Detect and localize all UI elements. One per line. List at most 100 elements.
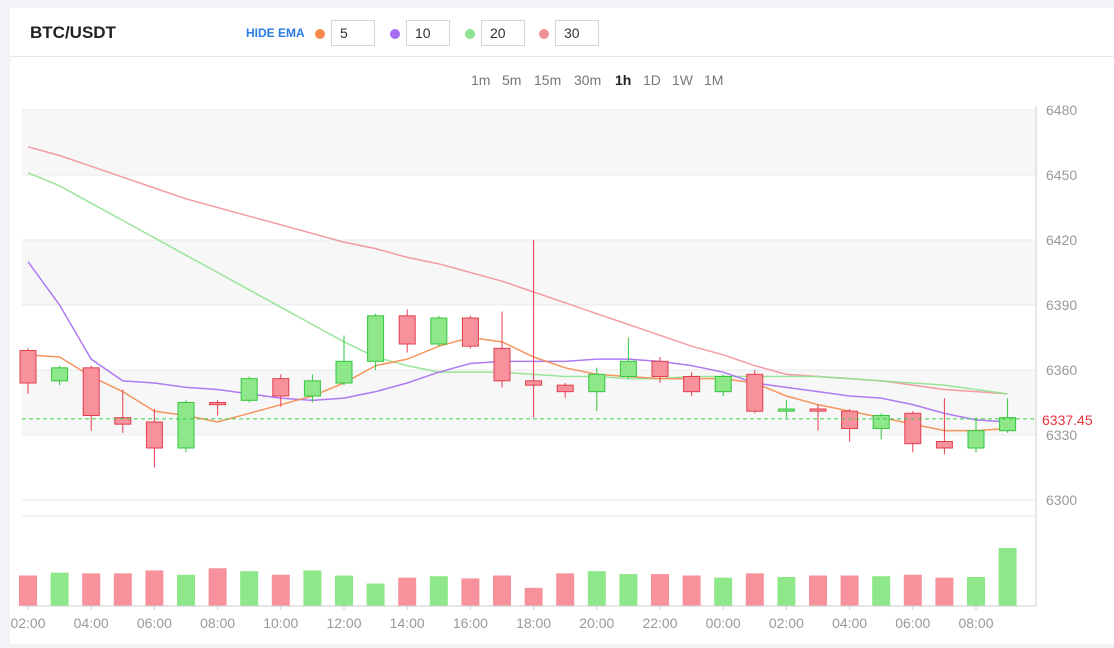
x-tick-label: 06:00 <box>895 615 930 631</box>
candle <box>777 400 795 418</box>
ema-20-input[interactable] <box>481 20 525 46</box>
candle-body <box>303 380 321 397</box>
volume-bar <box>619 574 638 606</box>
x-tick-label: 04:00 <box>74 615 109 631</box>
candle <box>493 311 511 388</box>
candle-body <box>809 408 827 412</box>
volume-bar <box>556 573 575 606</box>
timeframe-1m-month[interactable]: 1M <box>704 72 724 88</box>
candle-body <box>967 430 985 449</box>
candle-body <box>82 367 100 417</box>
x-tick-label: 02:00 <box>10 615 45 631</box>
timeframe-5m[interactable]: 5m <box>502 72 522 88</box>
volume-bar <box>50 572 69 606</box>
candle-body <box>209 402 227 406</box>
volume-bar <box>777 576 796 606</box>
candle-body <box>841 410 859 429</box>
volume-bar <box>998 547 1017 606</box>
candle <box>19 348 37 394</box>
y-tick-label: 6330 <box>1046 427 1077 443</box>
candle-body <box>461 317 479 347</box>
price-chart[interactable]: 6300 6330 6360 6390 6420 6450 6480 02:00 04:00 06… <box>10 8 1114 644</box>
candle <box>841 409 859 442</box>
candle-body <box>335 360 353 384</box>
volume-bar <box>208 568 227 606</box>
timeframe-1d[interactable]: 1D <box>643 72 661 88</box>
volume-bar <box>524 587 543 606</box>
candle <box>240 376 258 403</box>
candle <box>367 313 385 370</box>
timeframe-selector: 1m 5m 15m 30m 1h 1D 1W 1M <box>10 72 1114 94</box>
timeframe-1w[interactable]: 1W <box>672 72 693 88</box>
pair-title: BTC/USDT <box>30 23 116 42</box>
volume-bar <box>587 571 606 606</box>
ema-10-input[interactable] <box>406 20 450 46</box>
candle <box>809 404 827 431</box>
volume-bar <box>398 577 417 606</box>
x-tick-label: 04:00 <box>832 615 867 631</box>
volume-bar <box>840 575 859 606</box>
volume-bar <box>714 577 733 606</box>
volume-bar <box>240 571 259 606</box>
volume-bar <box>682 575 701 606</box>
candle-body <box>619 360 637 378</box>
x-tick-label: 10:00 <box>263 615 298 631</box>
candle <box>209 400 227 416</box>
timeframe-15m[interactable]: 15m <box>534 72 562 88</box>
candle-body <box>240 378 258 401</box>
x-tick-label: 20:00 <box>579 615 614 631</box>
volume-bar <box>271 574 290 606</box>
ema-30-color-dot <box>539 29 549 39</box>
x-tick-label: 00:00 <box>706 615 741 631</box>
candle <box>935 398 953 455</box>
y-tick-label: 6300 <box>1046 492 1077 508</box>
candle-body <box>999 417 1017 432</box>
x-tick-label: 08:00 <box>200 615 235 631</box>
candle <box>303 374 321 403</box>
candle <box>588 367 606 412</box>
candle-body <box>746 373 764 412</box>
y-tick-label: 6480 <box>1046 102 1077 118</box>
candle-body <box>272 378 290 397</box>
candle-body <box>430 317 448 345</box>
volume-bar <box>809 575 827 606</box>
candle <box>683 372 701 396</box>
candle-body <box>651 360 669 378</box>
candle <box>82 365 100 431</box>
volume-bar <box>19 575 37 606</box>
y-tick-label: 6450 <box>1046 167 1077 183</box>
candle-body <box>398 315 416 345</box>
candle-body <box>714 376 732 393</box>
candle <box>272 374 290 407</box>
x-tick-label: 18:00 <box>516 615 551 631</box>
x-tick-label: 08:00 <box>958 615 993 631</box>
x-tick-label: 02:00 <box>769 615 804 631</box>
candle-body <box>588 373 606 393</box>
ema-5-input[interactable] <box>331 20 375 46</box>
candle <box>967 417 985 453</box>
volume-bar <box>366 583 385 606</box>
candle <box>177 400 195 453</box>
last-price-label: 6337.45 <box>1042 412 1093 428</box>
candle <box>145 409 163 468</box>
timeframe-1m[interactable]: 1m <box>471 72 491 88</box>
candle-body <box>904 412 922 445</box>
volume-bar <box>177 574 195 606</box>
candle <box>619 337 637 379</box>
x-tick-label: 12:00 <box>326 615 361 631</box>
timeframe-1h[interactable]: 1h <box>615 72 632 88</box>
candle-body <box>51 367 69 382</box>
ema-30-input[interactable] <box>555 20 599 46</box>
volume-bar <box>429 576 448 606</box>
candle <box>430 315 448 347</box>
hide-ema-button[interactable]: HIDE EMA <box>246 26 305 40</box>
ema-10-color-dot <box>390 29 400 39</box>
candle <box>904 411 922 453</box>
candle-body <box>367 315 385 362</box>
candle <box>398 309 416 353</box>
candle-body <box>872 415 890 429</box>
timeframe-30m[interactable]: 30m <box>574 72 602 88</box>
candle-body <box>935 441 953 449</box>
candle-body <box>493 347 511 382</box>
ema-20-line <box>27 172 1008 395</box>
